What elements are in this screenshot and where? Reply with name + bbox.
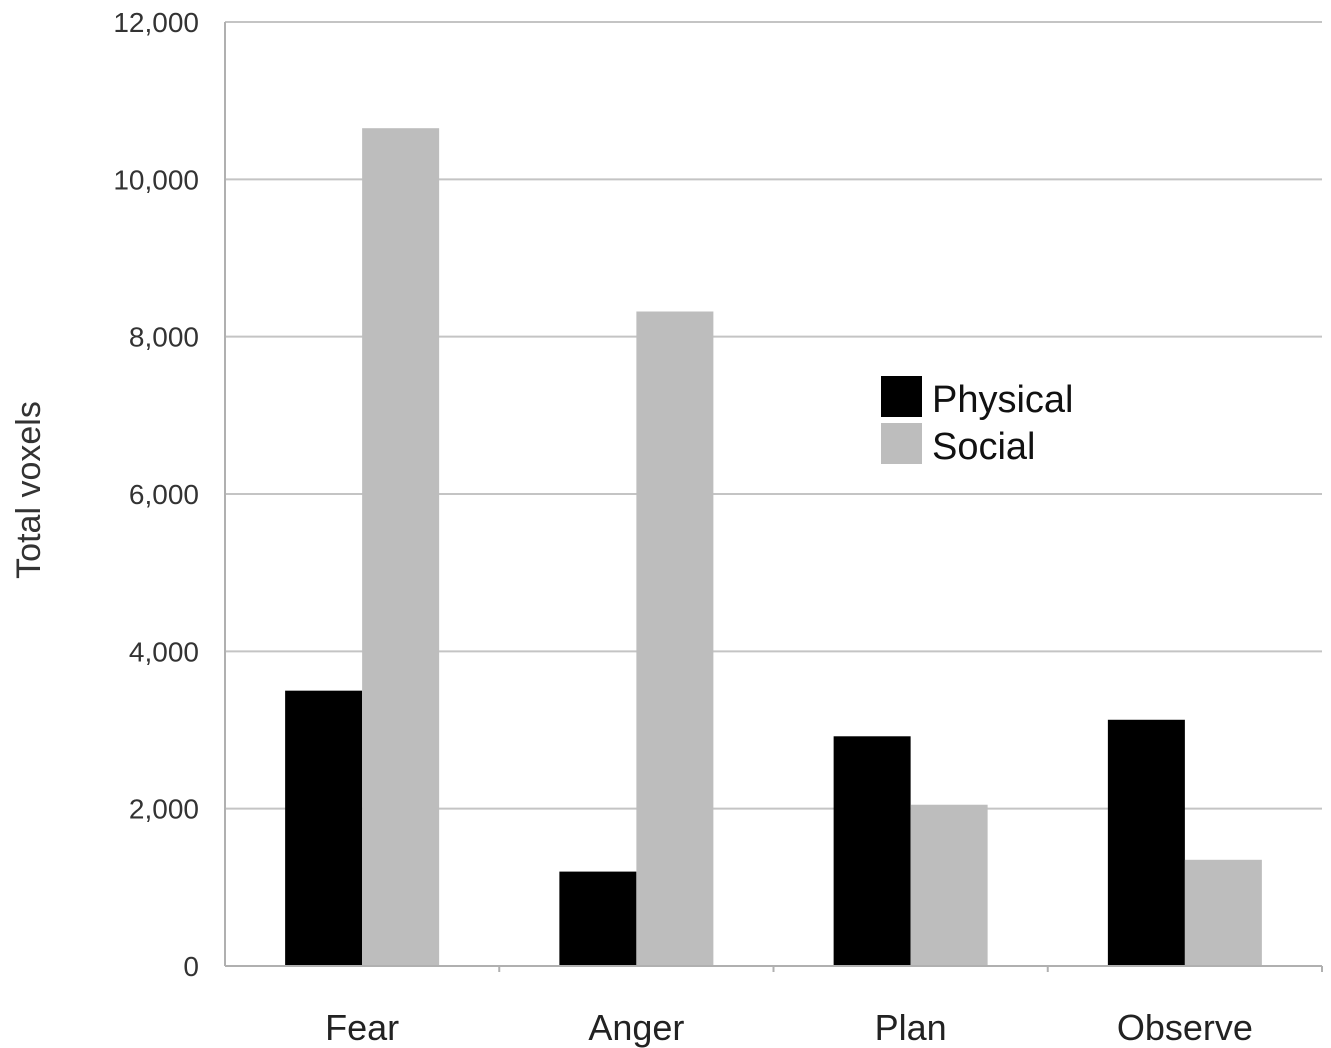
x-category-label: Observe <box>1117 1007 1253 1048</box>
y-tick-label: 6,000 <box>129 479 199 510</box>
bar-physical-fear <box>285 690 363 966</box>
axes <box>224 22 1323 972</box>
bar-physical-plan <box>833 736 911 966</box>
bar-social-observe <box>1184 859 1262 966</box>
y-tick-label: 10,000 <box>113 164 199 195</box>
y-tick-label: 4,000 <box>129 636 199 667</box>
y-axis-label: Total voxels <box>10 401 48 579</box>
legend: Physical Social <box>881 376 1074 468</box>
x-category-labels: Fear Anger Plan Observe <box>325 1007 1253 1048</box>
legend-swatch-social <box>881 423 922 464</box>
bars <box>285 128 1262 966</box>
bar-social-anger <box>636 311 714 966</box>
x-category-label: Anger <box>588 1007 684 1048</box>
bar-social-plan <box>910 804 988 966</box>
legend-swatch-physical <box>881 376 922 417</box>
bar-physical-anger <box>559 871 637 966</box>
x-category-label: Plan <box>875 1007 947 1048</box>
legend-label-social: Social <box>932 426 1036 468</box>
bar-social-fear <box>362 128 440 966</box>
y-tick-label: 2,000 <box>129 794 199 825</box>
bar-physical-observe <box>1107 719 1185 966</box>
y-tick-label: 12,000 <box>113 7 199 38</box>
y-tick-label: 8,000 <box>129 322 199 353</box>
y-tick-label: 0 <box>183 951 199 982</box>
legend-label-physical: Physical <box>932 379 1074 421</box>
x-category-label: Fear <box>325 1007 399 1048</box>
y-tick-labels: 0 2,000 4,000 6,000 8,000 10,000 12,000 <box>113 7 199 982</box>
